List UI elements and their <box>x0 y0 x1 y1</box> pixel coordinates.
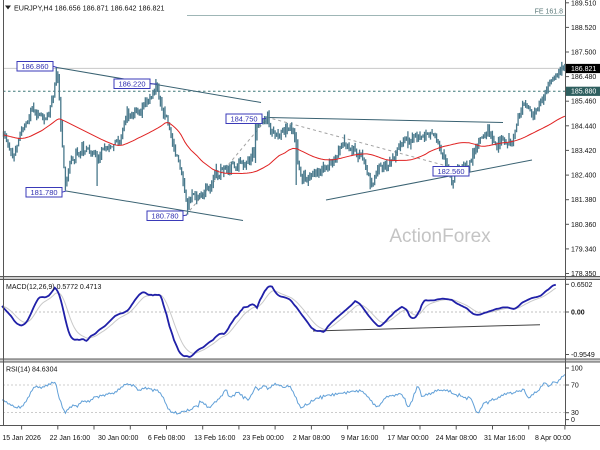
svg-text:188.520: 188.520 <box>571 25 596 32</box>
svg-text:179.340: 179.340 <box>571 246 596 253</box>
svg-text:70: 70 <box>571 383 579 390</box>
svg-text:24 Mar 08:00: 24 Mar 08:00 <box>436 435 477 442</box>
svg-text:22 Jan 16:00: 22 Jan 16:00 <box>50 435 91 442</box>
svg-text:178.350: 178.350 <box>571 271 596 278</box>
svg-text:30 Jan 00:00: 30 Jan 00:00 <box>98 435 139 442</box>
svg-text:2 Mar 08:00: 2 Mar 08:00 <box>293 435 330 442</box>
svg-text:183.420: 183.420 <box>571 148 596 155</box>
svg-text:180.780: 180.780 <box>151 211 178 220</box>
svg-text:30: 30 <box>571 410 579 417</box>
svg-text:15 Jan 2026: 15 Jan 2026 <box>2 435 41 442</box>
svg-text:187.500: 187.500 <box>571 50 596 57</box>
svg-text:185.460: 185.460 <box>571 99 596 106</box>
svg-text:181.380: 181.380 <box>571 197 596 204</box>
svg-text:9 Mar 16:00: 9 Mar 16:00 <box>341 435 378 442</box>
svg-text:13 Feb 16:00: 13 Feb 16:00 <box>194 435 235 442</box>
svg-text:17 Mar 00:00: 17 Mar 00:00 <box>387 435 428 442</box>
svg-text:186.860: 186.860 <box>21 62 48 71</box>
svg-text:6 Feb 08:00: 6 Feb 08:00 <box>148 435 185 442</box>
svg-text:185.880: 185.880 <box>571 89 596 96</box>
svg-text:31 Mar 16:00: 31 Mar 16:00 <box>484 435 525 442</box>
svg-text:186.220: 186.220 <box>118 79 145 88</box>
svg-text:0: 0 <box>571 417 575 424</box>
svg-text:ActionForex: ActionForex <box>389 226 491 247</box>
svg-text:182.400: 182.400 <box>571 173 596 180</box>
svg-text:RSI(14) 84.6304: RSI(14) 84.6304 <box>6 367 57 374</box>
svg-text:8 Apr 00:00: 8 Apr 00:00 <box>535 435 571 442</box>
svg-text:0.6502: 0.6502 <box>571 282 593 289</box>
svg-text:181.780: 181.780 <box>30 188 57 197</box>
svg-text:186.480: 186.480 <box>571 74 596 81</box>
svg-text:184.440: 184.440 <box>571 123 596 130</box>
svg-text:-0.9549: -0.9549 <box>571 352 595 359</box>
svg-text:EURJPY,H4 186.656 186.871 186: EURJPY,H4 186.656 186.871 186.642 186.82… <box>14 4 165 13</box>
svg-text:FE 161.8: FE 161.8 <box>535 9 564 16</box>
svg-text:184.750: 184.750 <box>230 114 257 123</box>
svg-text:0.00: 0.00 <box>571 310 585 317</box>
svg-text:100: 100 <box>571 366 583 373</box>
svg-text:182.560: 182.560 <box>437 167 464 176</box>
svg-text:180.360: 180.360 <box>571 222 596 229</box>
svg-text:186.821: 186.821 <box>571 66 596 73</box>
svg-text:23 Feb 00:00: 23 Feb 00:00 <box>242 435 283 442</box>
svg-text:189.510: 189.510 <box>571 0 596 7</box>
svg-text:MACD(12,26,9) 0.5772 0.4713: MACD(12,26,9) 0.5772 0.4713 <box>6 284 101 291</box>
